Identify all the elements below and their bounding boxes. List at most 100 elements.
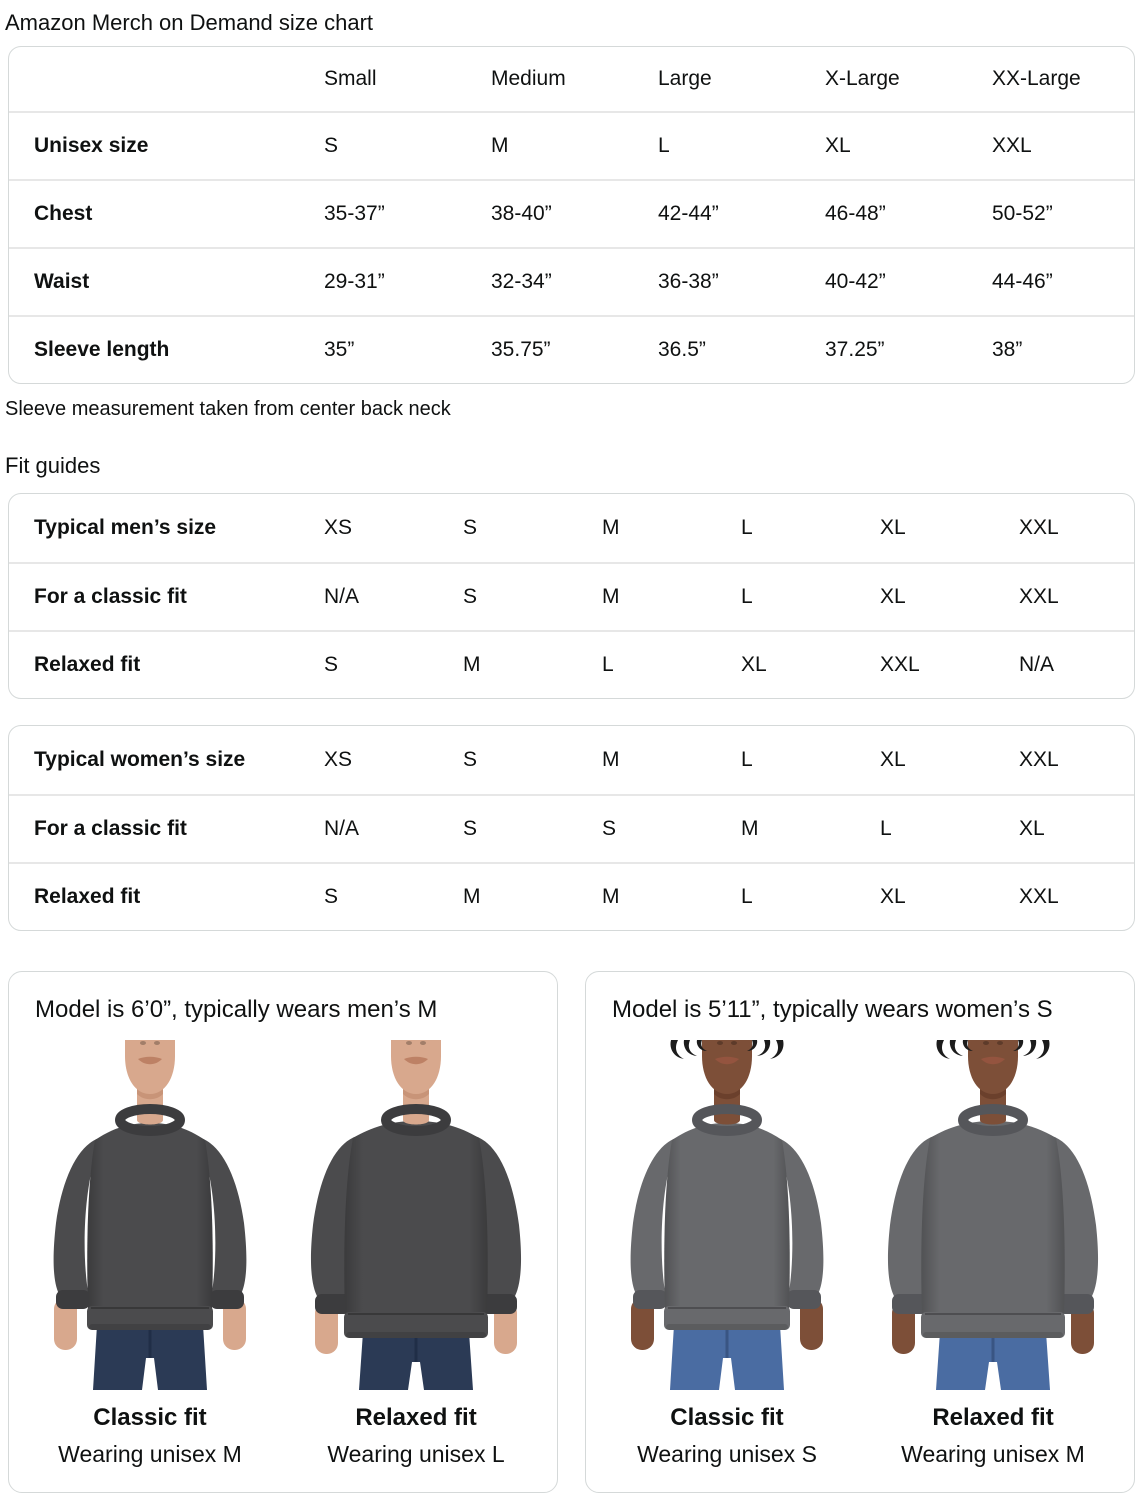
row-label: Relaxed fit — [34, 653, 141, 676]
fit-cell: XXL — [1019, 516, 1059, 539]
table-row-typical-womens-size: Typical women’s size XS S M L XL XXL — [9, 726, 1134, 794]
size-cell: 32-34” — [491, 270, 552, 293]
fit-cell: XL — [880, 516, 906, 539]
table-row-typical-mens-size: Typical men’s size XS S M L XL XXL — [9, 494, 1134, 562]
size-cell: 38” — [992, 338, 1023, 361]
fit-cell: XS — [324, 748, 353, 771]
fit-cell: M — [602, 516, 620, 539]
column-header-large: Large — [658, 67, 712, 90]
size-cell: 35” — [324, 338, 355, 361]
model-card-heading: Model is 5’11”, typically wears women’s … — [612, 996, 1053, 1023]
model-cards: Model is 6’0”, typically wears men’s M C… — [8, 971, 1135, 1493]
fit-cell: L — [741, 585, 753, 608]
fit-cell: L — [602, 653, 614, 676]
fit-guide-men-table: Typical men’s size XS S M L XL XXL For a… — [8, 493, 1135, 699]
table-row-chest: Chest 35-37” 38-40” 42-44” 46-48” 50-52” — [9, 179, 1134, 247]
female-model-relaxed-photo — [880, 1040, 1106, 1390]
size-cell: 36.5” — [658, 338, 706, 361]
size-cell: L — [658, 134, 670, 157]
male-model-relaxed-photo — [303, 1040, 529, 1390]
size-cell: M — [491, 134, 509, 157]
fit-cell: S — [463, 585, 478, 608]
figure-wearing-label: Wearing unisex M — [901, 1441, 1085, 1467]
row-label: Chest — [34, 202, 93, 225]
table-row-sleeve-length: Sleeve length 35” 35.75” 36.5” 37.25” 38… — [9, 315, 1134, 383]
model-figure-women-classic: Classic fit Wearing unisex S — [614, 1040, 840, 1468]
column-header-medium: Medium — [491, 67, 566, 90]
size-cell: 46-48” — [825, 202, 886, 225]
fit-cell: XL — [1019, 817, 1045, 840]
fit-cell: N/A — [324, 817, 360, 840]
fit-cell: S — [324, 885, 339, 908]
figure-fit-label: Classic fit — [670, 1404, 784, 1431]
model-figures: Classic fit Wearing unisex S Relaxed fit… — [602, 1040, 1118, 1468]
figure-fit-label: Relaxed fit — [932, 1404, 1054, 1431]
row-label: Waist — [34, 270, 90, 293]
fit-cell: N/A — [324, 585, 360, 608]
fit-cell: XL — [741, 653, 767, 676]
fit-cell: M — [741, 817, 759, 840]
female-model-classic-photo — [614, 1040, 840, 1390]
size-cell: 35.75” — [491, 338, 551, 361]
figure-wearing-label: Wearing unisex S — [637, 1441, 817, 1467]
fit-cell: S — [463, 748, 478, 771]
model-figures: Classic fit Wearing unisex M Relaxed fit… — [25, 1040, 541, 1468]
row-label: For a classic fit — [34, 817, 187, 840]
figure-wearing-label: Wearing unisex M — [58, 1441, 242, 1467]
fit-cell: L — [741, 516, 753, 539]
size-cell: 44-46” — [992, 270, 1053, 293]
column-header-x-large: X-Large — [825, 67, 900, 90]
row-label: Typical men’s size — [34, 516, 217, 539]
fit-cell: S — [602, 817, 617, 840]
sleeve-measurement-note: Sleeve measurement taken from center bac… — [5, 398, 451, 420]
fit-cell: XS — [324, 516, 353, 539]
model-card-men: Model is 6’0”, typically wears men’s M C… — [8, 971, 558, 1493]
size-cell: 40-42” — [825, 270, 886, 293]
size-cell: 35-37” — [324, 202, 385, 225]
fit-cell: S — [324, 653, 339, 676]
figure-wearing-label: Wearing unisex L — [327, 1441, 505, 1467]
size-cell: 38-40” — [491, 202, 552, 225]
size-cell: 50-52” — [992, 202, 1053, 225]
size-cell: XXL — [992, 134, 1032, 157]
fit-cell: XL — [880, 585, 906, 608]
row-label: Sleeve length — [34, 338, 170, 361]
fit-cell: XXL — [1019, 885, 1059, 908]
page-title: Amazon Merch on Demand size chart — [5, 10, 374, 35]
fit-cell: M — [602, 885, 620, 908]
fit-guide-women-table: Typical women’s size XS S M L XL XXL For… — [8, 725, 1135, 931]
figure-fit-label: Relaxed fit — [355, 1404, 477, 1431]
fit-cell: M — [602, 748, 620, 771]
model-figure-women-relaxed: Relaxed fit Wearing unisex M — [880, 1040, 1106, 1468]
fit-cell: N/A — [1019, 653, 1055, 676]
fit-cell: XXL — [1019, 585, 1059, 608]
male-model-classic-photo — [37, 1040, 263, 1390]
column-header-small: Small — [324, 67, 377, 90]
row-label: Typical women’s size — [34, 748, 246, 771]
fit-cell: L — [741, 885, 753, 908]
size-cell: 42-44” — [658, 202, 719, 225]
size-cell: 37.25” — [825, 338, 885, 361]
fit-cell: XL — [880, 885, 906, 908]
fit-guides-heading: Fit guides — [5, 453, 101, 478]
fit-cell: XL — [880, 748, 906, 771]
column-header-xx-large: XX-Large — [992, 67, 1081, 90]
size-cell: 36-38” — [658, 270, 719, 293]
table-row-women-classic-fit: For a classic fit N/A S S M L XL — [9, 794, 1134, 862]
size-cell: 29-31” — [324, 270, 385, 293]
size-chart-table: Small Medium Large X-Large XX-Large Unis… — [8, 46, 1135, 384]
row-label: Relaxed fit — [34, 885, 141, 908]
fit-cell: M — [463, 885, 481, 908]
figure-fit-label: Classic fit — [93, 1404, 207, 1431]
fit-cell: L — [741, 748, 753, 771]
model-figure-men-classic: Classic fit Wearing unisex M — [37, 1040, 263, 1468]
size-cell: S — [324, 134, 339, 157]
fit-cell: S — [463, 516, 478, 539]
table-row-women-relaxed-fit: Relaxed fit S M M L XL XXL — [9, 862, 1134, 930]
fit-cell: M — [463, 653, 481, 676]
row-label: For a classic fit — [34, 585, 187, 608]
model-figure-men-relaxed: Relaxed fit Wearing unisex L — [303, 1040, 529, 1468]
size-chart-header-row: Small Medium Large X-Large XX-Large — [9, 47, 1134, 111]
size-cell: XL — [825, 134, 851, 157]
model-card-heading: Model is 6’0”, typically wears men’s M — [35, 996, 438, 1023]
